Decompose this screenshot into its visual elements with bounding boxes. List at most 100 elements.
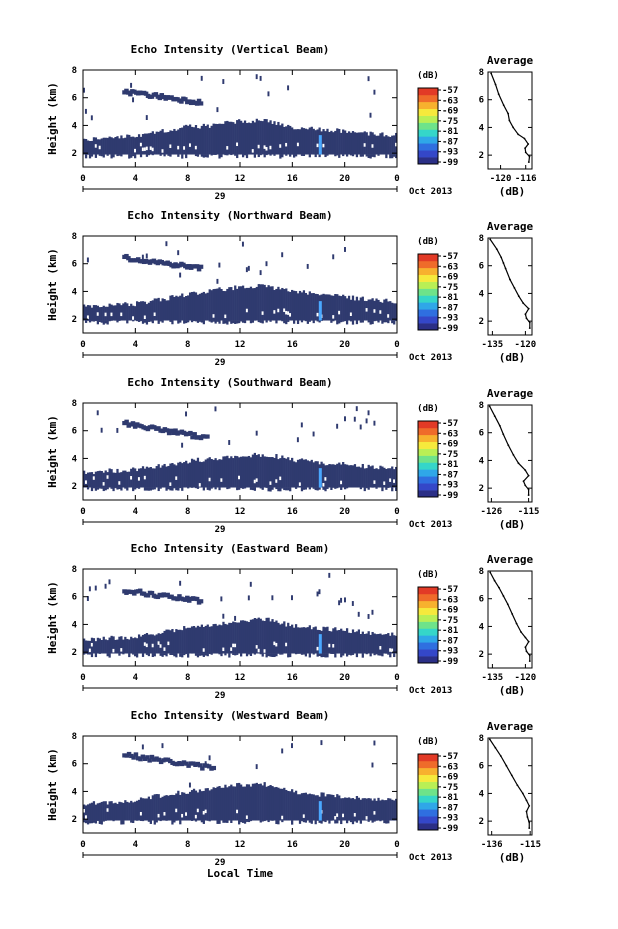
- echo-dot: [271, 595, 274, 601]
- echo-column: [287, 457, 290, 488]
- echo-gap: [139, 142, 143, 147]
- echo-column: [124, 636, 127, 654]
- echo-speckle: [275, 320, 278, 324]
- x-tick-label: 8: [185, 507, 190, 517]
- echo-gap: [332, 315, 336, 319]
- echo-speckle: [342, 154, 345, 157]
- echo-column: [238, 119, 241, 155]
- echo-speckle: [102, 820, 105, 822]
- echo-column: [347, 131, 351, 155]
- profile-y-tick-label: 2: [479, 817, 484, 827]
- echo-speckle: [153, 820, 156, 825]
- echo-speckle: [328, 820, 331, 824]
- colorbar-tick-label: -75: [442, 283, 458, 293]
- echo-column: [187, 793, 190, 821]
- echo-gap: [257, 144, 261, 149]
- echo-speckle: [302, 653, 306, 655]
- profile-y-tick-label: 4: [479, 289, 485, 299]
- echo-gap: [137, 477, 141, 481]
- echo-dot: [357, 611, 360, 617]
- colorbar-segment: [418, 788, 438, 796]
- echo-gap: [84, 480, 88, 484]
- echo-column: [287, 790, 290, 821]
- echo-column: [167, 465, 170, 488]
- echo-column: [334, 294, 337, 321]
- echo-speckle: [263, 820, 266, 822]
- echo-column: [126, 303, 129, 321]
- upper-layer-cell: [192, 432, 197, 437]
- echo-speckle: [159, 487, 162, 489]
- echo-speckle: [116, 154, 119, 157]
- echo-column: [137, 799, 141, 821]
- echo-column: [147, 133, 151, 155]
- echo-column: [361, 463, 364, 488]
- y-tick-label: 4: [72, 121, 78, 131]
- echo-column: [238, 622, 241, 654]
- echo-column: [175, 629, 178, 654]
- echo-column: [118, 138, 121, 155]
- echo-column: [361, 631, 364, 654]
- upper-layer-cell: [135, 756, 141, 761]
- profile-point: [527, 307, 530, 310]
- upper-layer-cell: [169, 428, 174, 433]
- echo-speckle: [94, 487, 98, 491]
- echo-speckle: [183, 653, 186, 656]
- echo-column: [296, 293, 300, 321]
- upper-layer-cell: [177, 761, 182, 766]
- echo-dot: [344, 416, 346, 422]
- echo-column: [134, 637, 137, 654]
- echo-column: [94, 471, 98, 488]
- echo-column: [263, 456, 266, 488]
- echo-column: [86, 305, 90, 321]
- echo-column: [393, 135, 396, 155]
- echo-column: [316, 795, 319, 821]
- echo-speckle: [108, 653, 111, 658]
- echo-speckle: [106, 487, 109, 490]
- echo-column: [259, 456, 262, 488]
- echo-speckle: [351, 653, 355, 655]
- echo-column: [200, 462, 204, 488]
- echo-column: [310, 293, 313, 321]
- echo-speckle: [316, 653, 319, 657]
- echo-column: [255, 618, 258, 654]
- echo-gap: [373, 480, 377, 484]
- x-tick-label: 16: [287, 174, 298, 184]
- echo-speckle: [194, 487, 198, 489]
- echo-column: [351, 131, 355, 155]
- profile-point: [527, 640, 530, 643]
- colorbar-segment: [418, 600, 438, 609]
- echo-gap: [328, 643, 332, 648]
- echo-column: [324, 796, 327, 821]
- echo-column: [292, 461, 296, 488]
- echo-speckle: [236, 653, 239, 655]
- echo-speckle: [218, 320, 221, 324]
- echo-column: [308, 461, 311, 488]
- echo-speckle: [94, 653, 98, 658]
- echo-speckle: [192, 320, 196, 322]
- echo-column: [310, 459, 313, 488]
- echo-column: [292, 129, 296, 155]
- echo-column: [165, 132, 168, 155]
- upper-layer-cell: [133, 752, 139, 757]
- echo-column: [181, 127, 184, 155]
- echo-column: [255, 782, 258, 821]
- echo-speckle: [308, 487, 311, 490]
- echo-speckle: [351, 320, 355, 325]
- echo-column: [118, 303, 121, 321]
- echo-dot: [228, 440, 231, 445]
- upper-layer-cell: [153, 92, 159, 97]
- echo-speckle: [316, 320, 319, 322]
- profile-line: [489, 239, 531, 329]
- echo-column: [161, 632, 164, 654]
- echo-column: [194, 460, 198, 488]
- profile-y-tick-label: 4: [479, 456, 485, 466]
- echo-speckle: [200, 653, 204, 656]
- echo-dot: [332, 254, 335, 260]
- echo-speckle: [373, 653, 376, 656]
- y-tick-label: 8: [72, 399, 77, 409]
- echo-column: [147, 634, 151, 654]
- echo-speckle: [322, 820, 325, 822]
- echo-column: [208, 289, 211, 321]
- profile-frame: [487, 71, 533, 170]
- echo-column: [342, 798, 345, 821]
